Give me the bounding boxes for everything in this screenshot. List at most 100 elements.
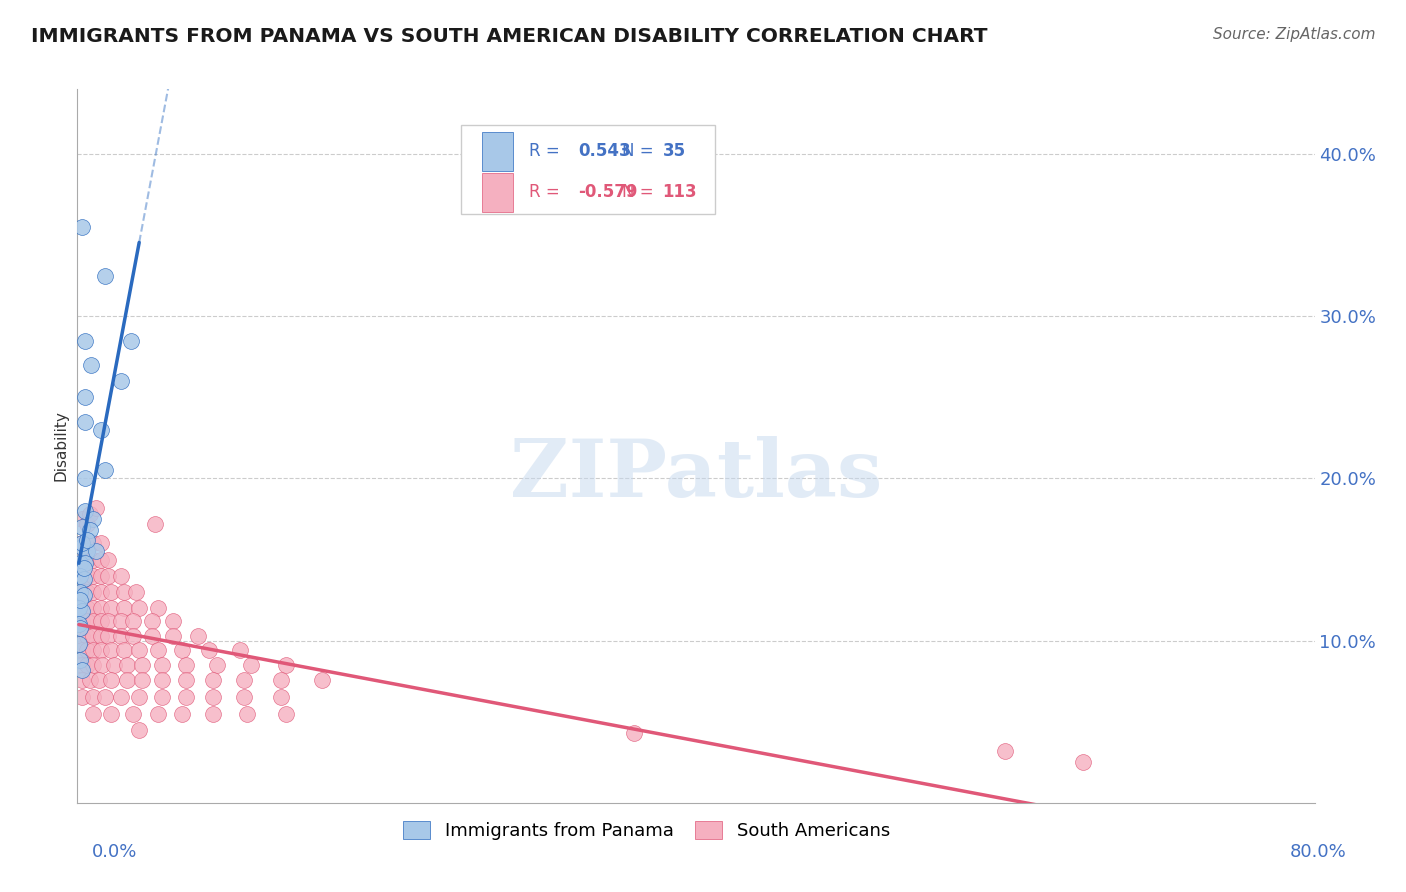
Text: -0.579: -0.579 xyxy=(578,184,638,202)
Point xyxy=(72,588,94,602)
Point xyxy=(82,657,104,672)
Point xyxy=(122,629,145,643)
Point xyxy=(72,560,94,574)
Point xyxy=(70,604,93,618)
Point xyxy=(270,690,292,705)
Point xyxy=(76,585,98,599)
Point xyxy=(76,601,98,615)
Point xyxy=(187,629,209,643)
Text: N =: N = xyxy=(621,143,658,161)
Point xyxy=(90,585,111,599)
Y-axis label: Disability: Disability xyxy=(53,410,69,482)
Point xyxy=(110,690,132,705)
Point xyxy=(100,706,122,721)
Point xyxy=(82,690,104,705)
Point xyxy=(82,568,104,582)
Point xyxy=(69,568,91,582)
Point xyxy=(141,614,163,628)
Point xyxy=(82,552,104,566)
Point xyxy=(233,690,256,705)
Point xyxy=(76,657,98,672)
Point xyxy=(67,617,90,632)
Point xyxy=(110,374,132,388)
Bar xyxy=(482,173,513,212)
Point xyxy=(69,593,91,607)
Point xyxy=(82,643,104,657)
Point xyxy=(94,463,117,477)
Point xyxy=(67,637,90,651)
Point xyxy=(174,673,197,687)
Point xyxy=(311,673,333,687)
Point xyxy=(70,552,93,566)
Point xyxy=(70,690,93,705)
Point xyxy=(82,536,104,550)
Point xyxy=(69,556,91,570)
Point xyxy=(82,706,104,721)
Point xyxy=(75,556,96,570)
Point xyxy=(97,552,120,566)
Point xyxy=(76,544,98,558)
Point xyxy=(70,536,93,550)
Point xyxy=(115,673,138,687)
Point xyxy=(128,723,150,737)
Text: 35: 35 xyxy=(662,143,686,161)
Point xyxy=(146,601,169,615)
Point xyxy=(152,657,174,672)
Text: 80.0%: 80.0% xyxy=(1291,843,1347,861)
Point xyxy=(141,629,163,643)
Point xyxy=(79,673,101,687)
Point xyxy=(112,643,135,657)
Point xyxy=(128,601,150,615)
Point xyxy=(69,653,91,667)
Text: 0.543: 0.543 xyxy=(578,143,631,161)
Point xyxy=(100,643,122,657)
Point xyxy=(69,585,91,599)
Point xyxy=(146,643,169,657)
Point xyxy=(152,673,174,687)
Point xyxy=(198,643,221,657)
Point xyxy=(143,516,166,531)
Point xyxy=(228,643,252,657)
Point xyxy=(75,504,96,518)
Point xyxy=(994,744,1017,758)
Point xyxy=(76,516,98,531)
Point xyxy=(67,601,90,615)
Point xyxy=(100,673,122,687)
Point xyxy=(172,643,194,657)
Point xyxy=(91,657,114,672)
Point xyxy=(131,657,153,672)
Point xyxy=(276,657,298,672)
Point xyxy=(70,673,93,687)
Point xyxy=(76,629,98,643)
Point xyxy=(125,585,148,599)
Point xyxy=(70,585,93,599)
Point xyxy=(70,568,93,582)
Point xyxy=(90,614,111,628)
Point xyxy=(94,690,117,705)
Point xyxy=(82,585,104,599)
Text: R =: R = xyxy=(529,184,565,202)
Point xyxy=(70,614,93,628)
Point xyxy=(70,536,93,550)
Point xyxy=(623,726,645,740)
Point xyxy=(75,471,96,485)
Point xyxy=(90,552,111,566)
Point xyxy=(121,334,143,348)
Point xyxy=(1071,756,1094,770)
Point xyxy=(79,507,101,521)
Point xyxy=(202,706,225,721)
Point xyxy=(90,423,111,437)
Point xyxy=(76,552,98,566)
Point xyxy=(162,629,184,643)
Point xyxy=(76,614,98,628)
Point xyxy=(75,390,96,404)
Point xyxy=(233,673,256,687)
Point xyxy=(75,415,96,429)
Point xyxy=(128,643,150,657)
Text: Source: ZipAtlas.com: Source: ZipAtlas.com xyxy=(1212,27,1375,42)
Point xyxy=(70,520,93,534)
Point xyxy=(131,673,153,687)
Point xyxy=(122,706,145,721)
Point xyxy=(70,643,93,657)
Point xyxy=(97,614,120,628)
